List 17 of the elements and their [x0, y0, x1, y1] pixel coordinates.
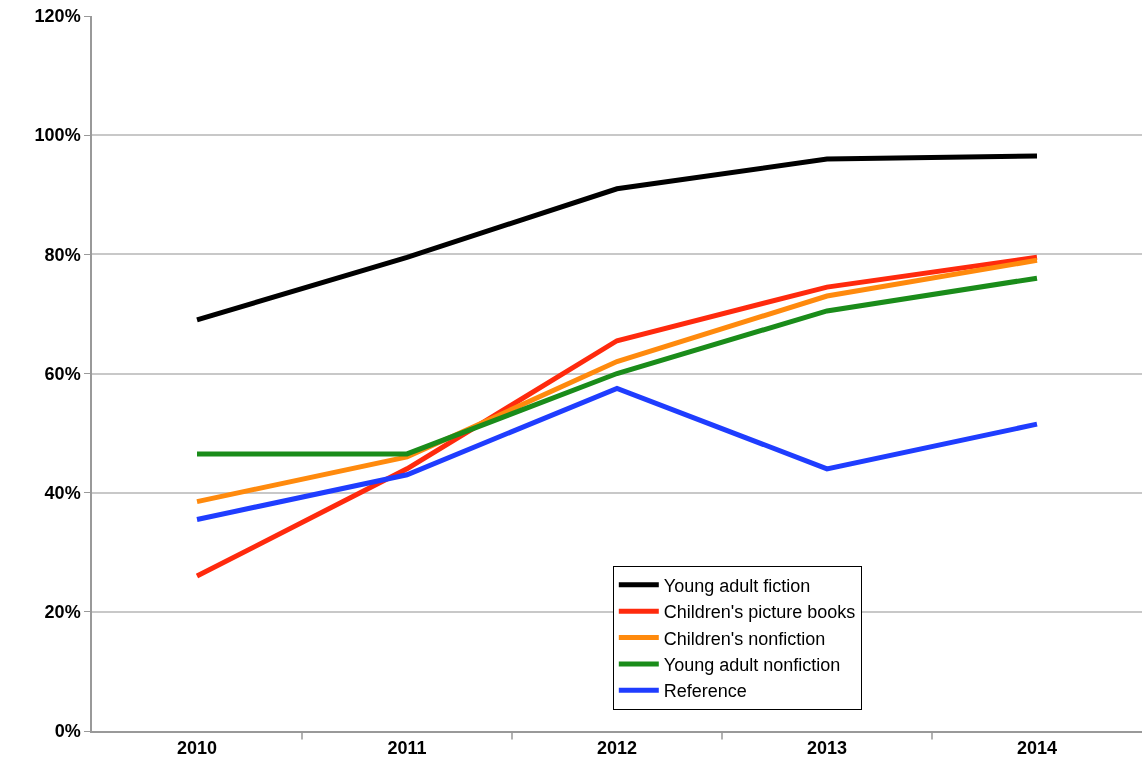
- legend-label: Young adult nonfiction: [663, 654, 841, 675]
- x-tick-label: 2012: [596, 738, 638, 759]
- x-tick-label: 2013: [806, 738, 848, 759]
- x-tick-label: 2014: [1016, 738, 1058, 759]
- y-tick-label: 40%: [44, 482, 81, 503]
- y-tick-label: 100%: [34, 125, 81, 146]
- legend-label: Children's picture books: [663, 602, 856, 623]
- x-tick-label: 2010: [176, 738, 218, 759]
- y-tick-label: 0%: [54, 721, 81, 742]
- y-tick-label: 80%: [44, 244, 81, 265]
- y-tick-label: 120%: [34, 6, 81, 27]
- legend-label: Young adult fiction: [663, 575, 811, 596]
- legend-label: Children's nonfiction: [663, 628, 826, 649]
- y-tick-label: 20%: [44, 602, 81, 623]
- legend-label: Reference: [663, 681, 747, 702]
- x-tick-label: 2011: [387, 738, 427, 759]
- y-tick-label: 60%: [44, 363, 81, 384]
